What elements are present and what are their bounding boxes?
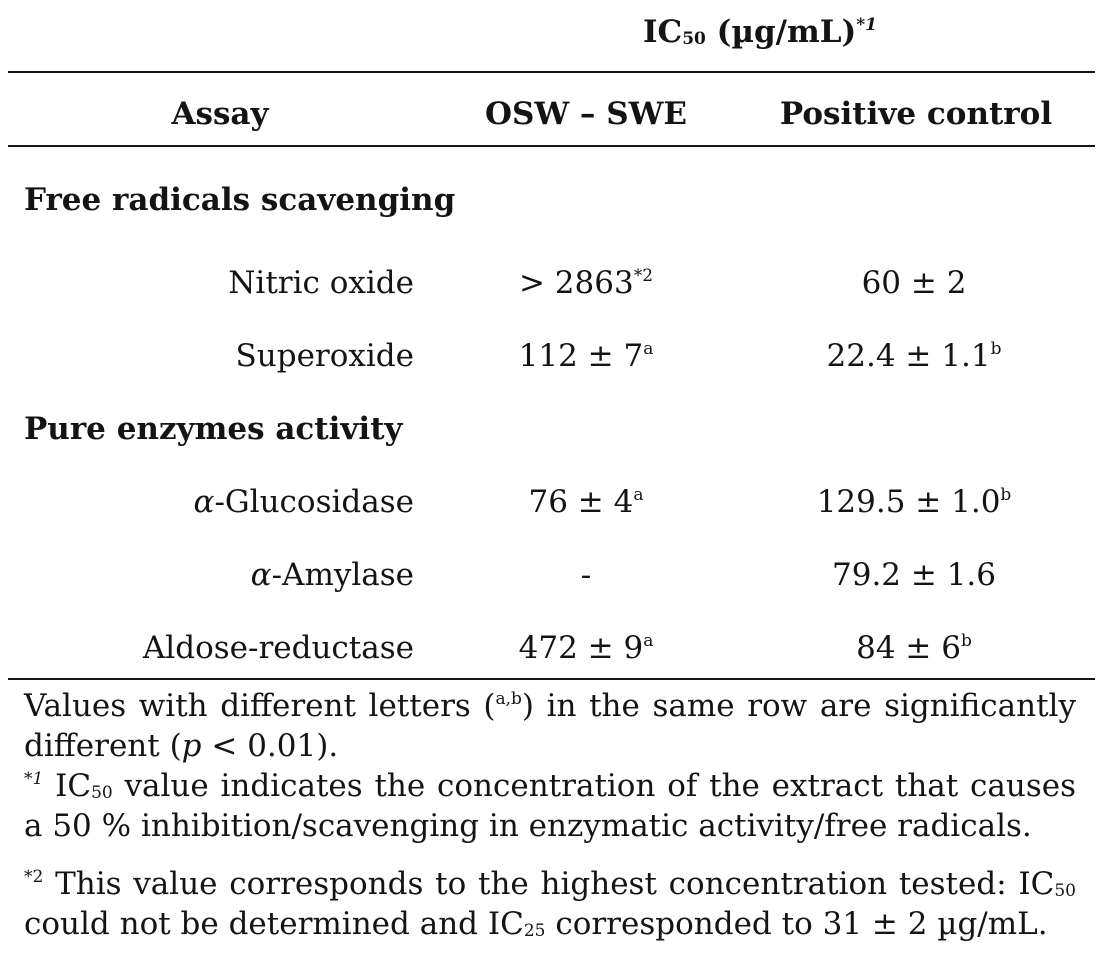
header-rule [8, 145, 1095, 147]
positive-value: 79.2 ± 1.6 [831, 557, 997, 593]
positive-value: 84 ± 6b [856, 630, 972, 666]
assay-name: α-Amylase [250, 557, 414, 593]
assay-name: Superoxide [235, 338, 414, 374]
osw-value: - [580, 557, 592, 593]
section-title-pure-enzymes: Pure enzymes activity [24, 411, 403, 447]
top-rule [8, 71, 1095, 73]
ic-label: IC [643, 14, 683, 50]
footnote-highest-concentration: *2 This value corresponds to the highest… [24, 866, 1076, 942]
ic-note-mark: *1 [856, 15, 877, 35]
footnote-significance: Values with different letters (a,b) in t… [24, 688, 1076, 764]
bottom-rule [8, 678, 1095, 680]
positive-value: 129.5 ± 1.0b [816, 484, 1012, 520]
assay-name: Aldose-reductase [142, 630, 414, 666]
column-header-osw: OSW – SWE [484, 96, 688, 132]
section-title-free-radicals: Free radicals scavenging [24, 182, 456, 218]
osw-value: > 2863*2 [518, 265, 654, 301]
column-header-positive: Positive control [779, 96, 1053, 132]
ic-unit: (µg/mL) [705, 14, 857, 50]
ic-subscript: 50 [682, 29, 706, 49]
assay-name: Nitric oxide [228, 265, 414, 301]
column-header-assay: Assay [171, 96, 269, 132]
osw-value: 112 ± 7a [518, 338, 654, 374]
osw-value: 472 ± 9a [518, 630, 654, 666]
positive-value: 60 ± 2 [861, 265, 967, 301]
ic50-header: IC50 (µg/mL)*1 [643, 14, 877, 50]
assay-name: α-Glucosidase [193, 484, 415, 520]
osw-value: 76 ± 4a [528, 484, 644, 520]
footnote-ic50-definition: *1 IC50 value indicates the concentratio… [24, 768, 1076, 844]
positive-value: 22.4 ± 1.1b [826, 338, 1002, 374]
